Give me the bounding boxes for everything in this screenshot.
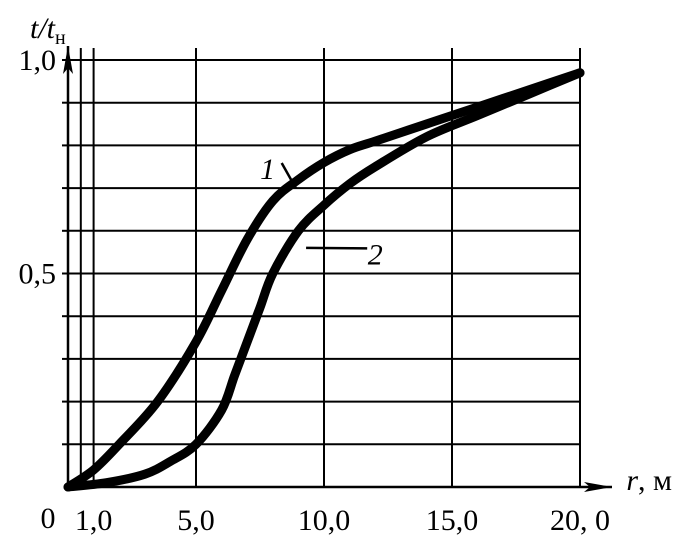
x-tick-label: 1,0 (75, 504, 113, 537)
y-axis-label: t/tн (30, 12, 66, 49)
x-tick-label: 20, 0 (550, 504, 610, 537)
y-tick-label: 1,0 (19, 44, 57, 77)
x-axis-arrow (584, 482, 612, 492)
y-axis-label-subscript: н (55, 27, 66, 49)
x-axis-label-symbol: r (626, 464, 638, 497)
x-tick-label: 10,0 (298, 504, 351, 537)
origin-label: 0 (41, 502, 56, 535)
series-label-leader (306, 246, 368, 250)
grid (68, 48, 581, 487)
x-axis-label: r, м (626, 464, 672, 497)
series-lines (63, 68, 585, 492)
series-line-1 (63, 68, 585, 492)
series-label: 1 (260, 153, 275, 186)
series-label-leader (280, 162, 297, 189)
x-axis-label-unit: , м (638, 464, 672, 497)
x-tick-label: 15,0 (426, 504, 479, 537)
series-line-2 (63, 68, 585, 492)
axes (62, 46, 612, 492)
y-tick-label: 0,5 (19, 258, 57, 291)
y-axis-label-main: t/t (30, 12, 56, 45)
labels: 1 2 1,0 5,0 10,0 15,0 20, 0 0,5 1,0 0 r, м t/tн (19, 12, 673, 537)
series-label: 2 (368, 238, 383, 271)
x-tick-label: 5,0 (177, 504, 215, 537)
